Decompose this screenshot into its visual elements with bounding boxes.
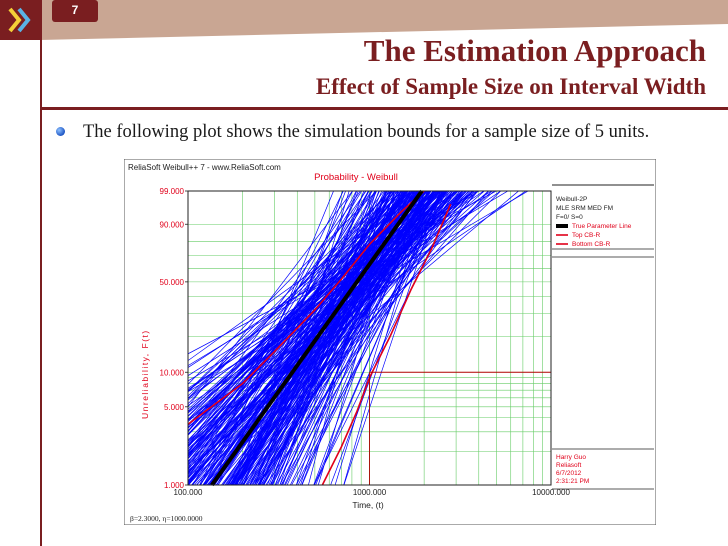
simulation-line	[188, 191, 485, 447]
simulation-line	[188, 191, 391, 405]
simulation-line	[188, 191, 392, 392]
bullet-text: The following plot shows the simulation …	[83, 122, 650, 142]
header-band	[0, 0, 728, 40]
annotation-line: Reliasoft	[556, 462, 581, 469]
legend-header-line: F=0/ S=0	[556, 214, 583, 221]
simulation-line	[284, 191, 422, 485]
simulation-line	[188, 191, 353, 408]
y-tick-label: 1.000	[164, 481, 185, 490]
legend-entry-label: Bottom CB-R	[572, 241, 611, 248]
simulation-line	[261, 191, 387, 485]
simulation-line	[247, 191, 444, 485]
annotation-line: 2:31:21 PM	[556, 478, 589, 485]
chart-legend: Weibull-2P MLE SRM MED FM F=0/ S=0 True Par…	[556, 196, 632, 248]
simulation-line	[188, 191, 448, 427]
axis-ticks: 99.000 90.000 50.000 10.000 5.000 1.000100.00…	[160, 187, 571, 497]
software-header: ReliaSoft Weibull++ 7 - www.ReliaSoft.co…	[128, 163, 281, 172]
left-border	[40, 40, 42, 546]
simulation-line	[240, 191, 411, 485]
bottom-cb-r-line	[321, 203, 452, 486]
simulation-line	[188, 191, 396, 454]
title-divider	[40, 107, 728, 110]
legend-entry-label: Top CB-R	[572, 232, 600, 239]
bullet-icon	[56, 127, 65, 136]
simulation-line	[188, 191, 495, 472]
y-tick-label: 50.000	[160, 278, 185, 287]
simulation-line	[192, 191, 454, 485]
y-axis-label: Unreliability, F(t)	[140, 329, 150, 419]
simulation-line	[279, 191, 429, 485]
confidence-bounds	[187, 190, 551, 486]
simulation-line	[267, 191, 392, 485]
x-tick-label: 10000.000	[532, 488, 570, 497]
x-tick-label: 1000.000	[353, 488, 387, 497]
chart-title: Probability - Weibull	[314, 172, 398, 183]
simulation-line	[188, 191, 459, 368]
simulation-line	[228, 191, 369, 485]
page-title: The Estimation Approach	[363, 33, 706, 68]
simulation-line	[210, 191, 455, 485]
simulation-line	[284, 191, 434, 485]
page-subtitle: Effect of Sample Size on Interval Width	[315, 74, 706, 99]
simulation-line	[280, 191, 453, 485]
simulation-line	[188, 191, 480, 377]
simulation-line	[188, 191, 489, 462]
simulation-line	[192, 191, 369, 485]
simulation-line	[188, 191, 413, 445]
simulation-line	[188, 191, 354, 485]
simulation-line	[188, 191, 394, 436]
chart-footer: β=2.3000, η=1000.0000	[130, 514, 203, 523]
simulation-line	[243, 191, 358, 485]
weibull-probability-chart: ReliaSoft Weibull++ 7 - www.ReliaSoft.co…	[124, 159, 656, 525]
legend-header-line: Weibull-2P	[556, 196, 587, 203]
y-tick-label: 10.000	[160, 368, 185, 377]
true-parameter-line	[210, 189, 424, 487]
simulation-line	[239, 191, 454, 485]
simulation-line	[188, 191, 367, 447]
simulation-line	[295, 191, 402, 485]
annotation-line: 6/7/2012	[556, 470, 582, 477]
simulation-line	[188, 191, 453, 414]
y-tick-label: 90.000	[160, 220, 185, 229]
simulation-line	[188, 191, 460, 401]
simulation-line	[203, 191, 414, 485]
simulation-line	[301, 191, 426, 485]
plot-frame	[187, 190, 552, 486]
logo-chevron-icon	[8, 7, 31, 33]
simulation-line	[229, 191, 447, 485]
simulation-line	[254, 191, 365, 485]
simulation-line	[188, 191, 498, 355]
x-axis-label: Time, (t)	[352, 500, 383, 510]
x-tick-label: 100.000	[174, 488, 203, 497]
true-parameter-line-path	[210, 189, 424, 487]
simulation-line	[188, 191, 509, 382]
annotation-line: Harry Guo	[556, 454, 586, 461]
slide-number: 7	[71, 3, 79, 17]
simulation-line	[343, 191, 428, 485]
y-tick-label: 5.000	[164, 403, 185, 412]
simulation-line	[313, 191, 442, 485]
legend-entry-label: True Parameter Line	[572, 223, 632, 230]
y-tick-label: 99.000	[160, 187, 185, 196]
simulation-line	[188, 191, 361, 433]
simulation-line	[257, 191, 477, 485]
simulation-line	[188, 191, 493, 389]
legend-header-line: MLE SRM MED FM	[556, 205, 613, 212]
simulation-line	[188, 191, 409, 400]
simulation-line	[188, 191, 372, 470]
top-cb-r-line	[187, 190, 425, 425]
simulation-line	[274, 191, 399, 485]
